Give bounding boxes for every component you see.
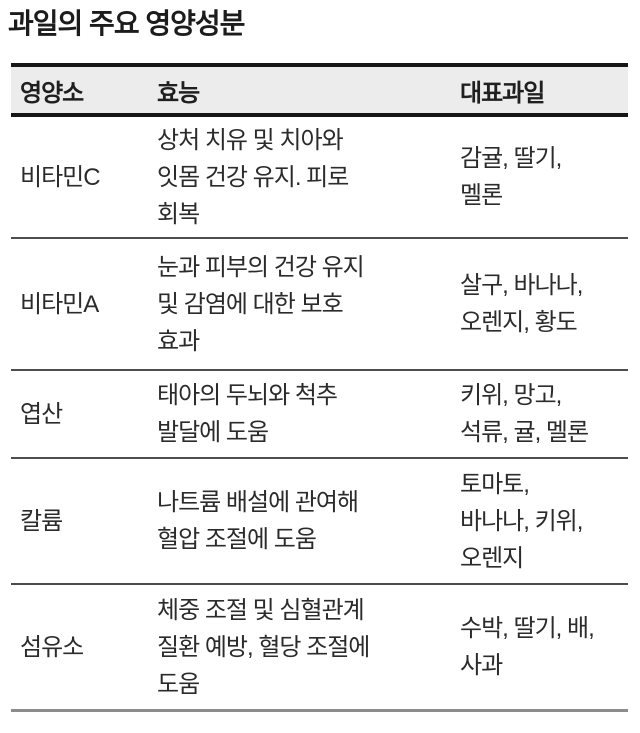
nutrient-cell: 칼륨	[11, 457, 157, 584]
fruits-cell: 토마토, 바나나, 키위, 오렌지	[460, 457, 628, 584]
fruit-nutrition-table: 영양소 효능 대표과일 비타민C 상처 치유 및 치아와 잇몸 건강 유지. 피…	[11, 63, 628, 712]
table-row-folate: 엽산 태아의 두뇌와 척추 발달에 도움 키위, 망고, 석류, 귤, 멜론	[11, 369, 628, 458]
nutrient-cell: 엽산	[11, 369, 157, 458]
nutrient-cell: 비타민C	[20, 163, 101, 191]
nutrient-cell: 섬유소	[11, 583, 157, 711]
effect-cell: 체중 조절 및 심혈관계 질환 예방, 혈당 조절에 도움	[157, 583, 460, 711]
effect-cell: 나트륨 배설에 관여해 혈압 조절에 도움	[157, 457, 460, 584]
table-header-row: 영양소 효능 대표과일	[11, 63, 628, 117]
effect-cell: 태아의 두뇌와 척추 발달에 도움	[157, 369, 460, 458]
column-header-effect: 효능	[157, 63, 460, 117]
page-title: 과일의 주요 영양성분	[8, 8, 245, 39]
fruits-cell: 수박, 딸기, 배, 사과	[460, 583, 628, 711]
nutrient-cell: 비타민A	[11, 237, 157, 370]
fruits-cell: 살구, 바나나, 오렌지, 황도	[460, 237, 628, 370]
table-row-vitamin-a: 비타민A 눈과 피부의 건강 유지 및 감염에 대한 보호 효과 살구, 바나나…	[11, 237, 628, 370]
column-header-fruits: 대표과일	[460, 63, 628, 117]
column-header-nutrient: 영양소	[11, 63, 157, 117]
table-row-vitamin-c: 비타민C 상처 치유 및 치아와 잇몸 건강 유지. 피로 회복 감귤, 딸기,…	[11, 115, 628, 238]
table-row-potassium: 칼륨 나트륨 배설에 관여해 혈압 조절에 도움 토마토, 바나나, 키위, 오…	[11, 457, 628, 584]
effect-cell: 눈과 피부의 건강 유지 및 감염에 대한 보호 효과	[157, 237, 460, 370]
table-row-fiber: 섬유소 체중 조절 및 심혈관계 질환 예방, 혈당 조절에 도움 수박, 딸기…	[11, 583, 628, 711]
fruits-cell: 감귤, 딸기, 멜론	[460, 145, 562, 209]
fruits-cell: 키위, 망고, 석류, 귤, 멜론	[460, 369, 628, 458]
effect-cell: 상처 치유 및 치아와 잇몸 건강 유지. 피로 회복	[157, 126, 349, 228]
